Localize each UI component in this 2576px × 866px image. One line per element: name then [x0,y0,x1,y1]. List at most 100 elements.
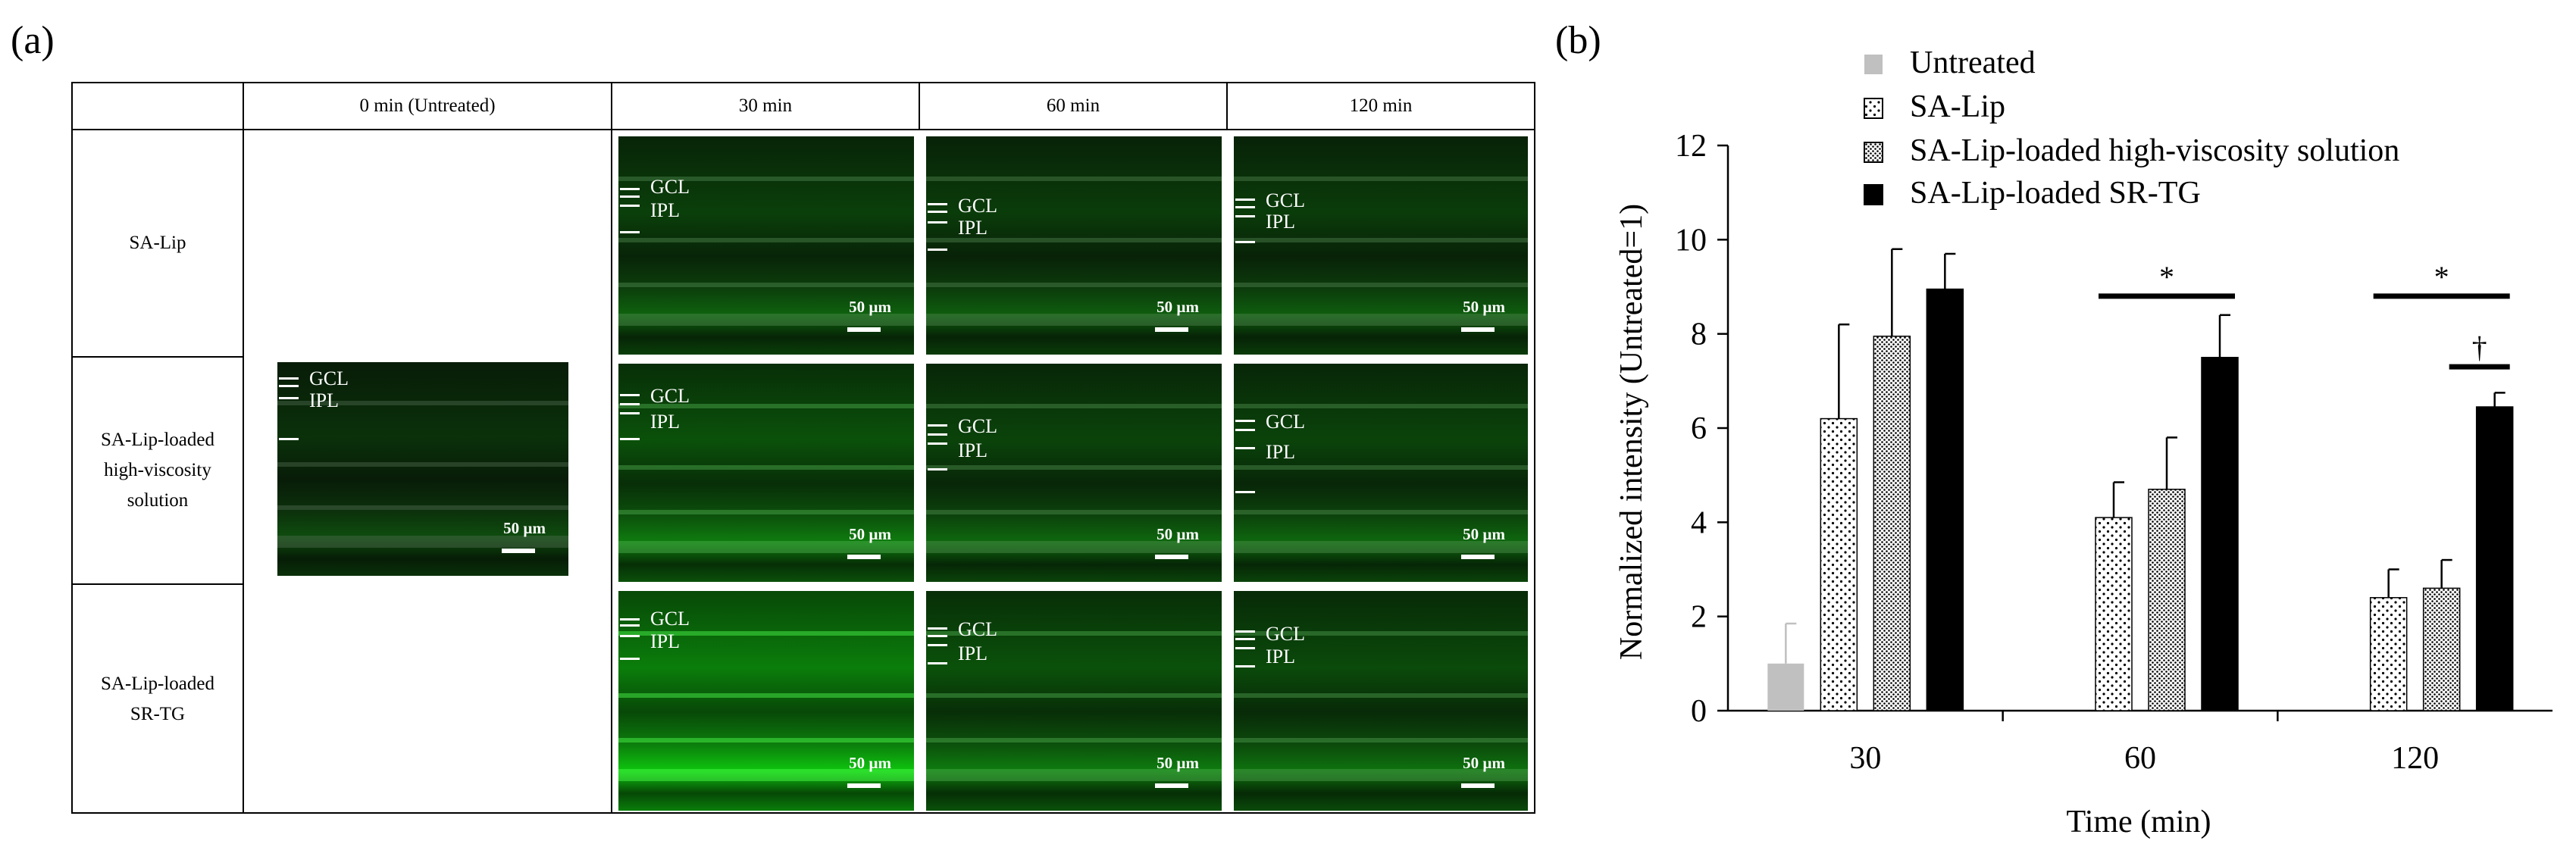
layer-boundary-tick [1235,665,1255,667]
y-tick-label: 12 [1675,129,1707,164]
bar-chart: Untreated SA-Lip SA-Lip-loaded high-viscos… [1614,45,2553,839]
micrograph-hv-120: GCL IPL 50 µm [1232,362,1529,583]
retina-band [926,404,1222,408]
retina-band [926,769,1222,781]
retina-band [277,401,568,405]
legend-label: SA-Lip-loaded high-viscosity solution [1910,133,2399,168]
y-tick-label: 8 [1691,317,1707,352]
retina-band [618,177,914,181]
retina-band [1234,465,1528,470]
layer-boundary-tick [928,433,947,436]
layer-boundary-tick [620,205,640,207]
scale-bar-label: 50 µm [1157,754,1199,772]
retina-band [1234,738,1528,743]
layer-boundary-tick [928,221,947,224]
layer-boundary-tick [928,627,947,630]
layer-boundary-tick [279,377,299,380]
bar [2369,597,2408,711]
retina-band [1234,314,1528,326]
retina-band [618,631,914,636]
panel-label-a: (a) [11,19,55,62]
layer-boundary-tick [1235,206,1255,208]
bar [2095,517,2133,711]
legend-label: Untreated [1910,45,2036,80]
significance-mark: * [2159,260,2174,294]
legend-label: SA-Lip [1910,89,2005,124]
retina-band [277,505,568,510]
retina-band [926,465,1222,470]
scale-bar [847,327,881,332]
retina-band [618,738,914,743]
retina-band [1234,693,1528,698]
layer-boundary-tick [620,412,640,414]
gcl-label: GCL [1266,623,1305,645]
layer-boundary-tick [279,385,299,387]
micrograph-sa-lip-60: GCL IPL 50 µm [925,135,1223,356]
layer-boundary-tick [928,203,947,205]
retina-band [926,238,1222,242]
scale-bar [1155,555,1188,559]
gcl-label: GCL [958,195,997,217]
legend-swatch [1864,184,1883,205]
layer-boundary-tick [1235,447,1255,449]
retina-band [1234,541,1528,553]
row-header-high-viscosity: SA-Lip-loaded high-viscosity solution [73,358,244,585]
layer-boundary-tick [928,662,947,664]
y-tick-label: 2 [1691,600,1707,635]
retina-band [926,283,1222,287]
gcl-label: GCL [1266,189,1305,211]
panel-label-b: (b) [1555,19,1601,62]
scale-bar-label: 50 µm [503,519,546,537]
gcl-label: GCL [309,367,349,389]
gcl-label: GCL [650,608,690,630]
chart-bars [1767,248,2514,711]
x-tick-label: 60 [2124,741,2156,776]
retina-band [277,536,568,548]
retina-band [926,510,1222,514]
micrograph-sr-tg-120: GCL IPL 50 µm [1232,589,1529,812]
layer-boundary-tick [928,211,947,213]
micrograph-hv-30: GCL IPL 50 µm [617,362,916,583]
retina-band [277,462,568,467]
ipl-label: IPL [958,439,988,461]
scale-bar [502,549,535,553]
retina-band [618,465,914,470]
gcl-label: GCL [1266,411,1305,433]
retina-band [1234,238,1528,242]
retina-band [1234,510,1528,514]
gcl-label: GCL [650,385,690,407]
retina-band [618,510,914,514]
retina-band [618,314,914,326]
layer-boundary-tick [928,442,947,445]
scale-bar-label: 50 µm [1463,298,1505,316]
y-axis-label: Normalized intensity (Untreated=1) [1614,204,1649,660]
layer-boundary-tick [928,644,947,646]
gcl-label: GCL [958,618,997,640]
scale-bar [1155,783,1188,788]
chart-legend: Untreated SA-Lip SA-Lip-loaded high-viscos… [1864,45,2399,211]
row-header-sa-lip: SA-Lip [73,130,244,358]
legend-swatch [1864,55,1883,74]
legend-swatch [1864,98,1883,119]
retina-band [618,769,914,781]
ipl-label: IPL [1266,441,1295,463]
col-header-120min: 120 min [1228,83,1534,130]
micrograph-grid: 0 min (Untreated) 30 min 60 min 120 min … [71,82,1535,814]
ipl-label: IPL [1266,211,1295,233]
layer-boundary-tick [1235,638,1255,640]
layer-boundary-tick [1235,199,1255,201]
x-tick-label: 120 [2391,741,2439,776]
col-header-0min: 0 min (Untreated) [244,83,612,130]
untreated-column [244,130,612,814]
layer-boundary-tick [279,397,299,399]
micrograph-hv-60: GCL IPL 50 µm [925,362,1223,583]
scale-bar-label: 50 µm [849,298,891,316]
layer-boundary-tick [1235,429,1255,431]
bar [1767,663,1804,711]
scale-bar [847,783,881,788]
layer-boundary-tick [1235,491,1255,493]
scale-bar [847,555,881,559]
retina-band [618,693,914,698]
gcl-label: GCL [958,415,997,437]
retina-band [926,631,1222,636]
